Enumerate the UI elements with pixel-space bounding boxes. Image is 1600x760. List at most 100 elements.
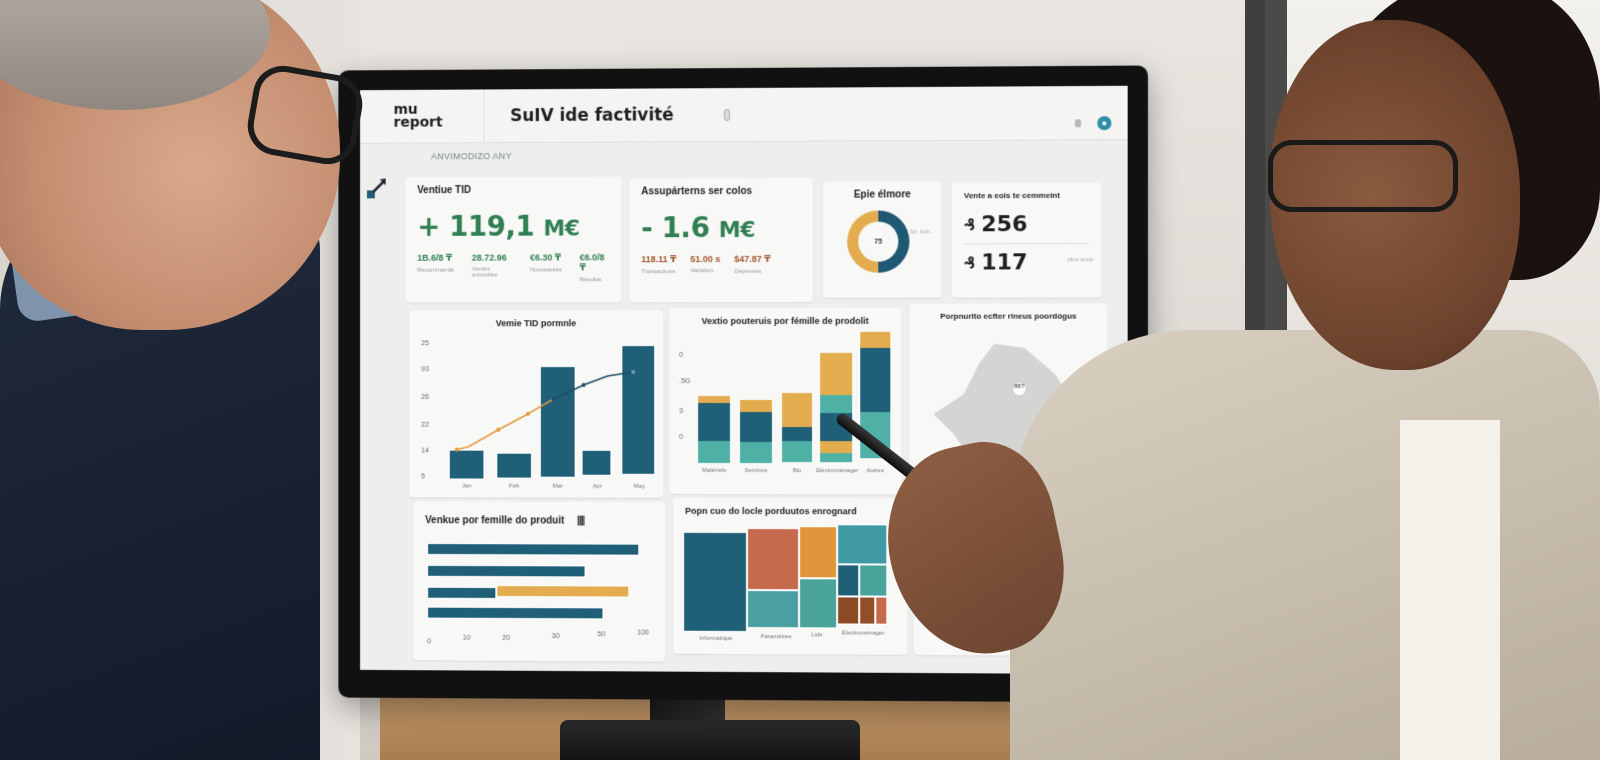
kpi-sub: €6.30 ₸ Nouveautés <box>530 252 562 283</box>
kpi-sub-value: €6.0/8 ₸ <box>579 252 605 273</box>
y-tick: 0 <box>679 433 684 441</box>
counts-card[interactable]: Vente a eois te cemmeint ₰ 256 ₰ 117 plu… <box>951 182 1102 298</box>
kpi-sub: $47.87 ₸ Dépenses <box>734 254 770 275</box>
kpi-subvalues: 118.11 ₸ Transactions 51.00 s Variation $4… <box>641 254 801 275</box>
kpi-sub-label: Transactions <box>641 269 676 276</box>
treemap-cell[interactable] <box>799 526 838 579</box>
donut-title: Epie élmore <box>853 189 911 201</box>
kpi-value: - 1.6 M€ <box>641 211 801 244</box>
treemap-cell[interactable] <box>837 596 860 625</box>
person-woman-shirt <box>1400 420 1500 760</box>
bar-segment[interactable] <box>781 441 814 463</box>
bar-segment[interactable] <box>697 402 732 441</box>
donut-card[interactable]: Epie élmore 75 Sit. Itch. <box>823 181 942 298</box>
treemap-label: Paramètres <box>760 634 792 641</box>
treemap-label: Informatique <box>699 635 733 642</box>
user-avatar-icon[interactable]: ● <box>1097 116 1112 131</box>
treemap-cell[interactable] <box>837 564 860 597</box>
stacked-family-chart[interactable]: Vextio pouteruis por fémille de prodolit… <box>669 307 902 495</box>
glasses-icon <box>1268 140 1458 212</box>
bar-segment[interactable] <box>859 331 892 348</box>
x-tick: 50 <box>597 631 606 639</box>
kpi-sub-value: €6.30 ₸ <box>529 252 561 263</box>
hbar-target[interactable] <box>496 585 630 598</box>
bar-segment[interactable] <box>697 440 732 463</box>
chart-title-row: Venkue por femille do produit |||| <box>425 515 653 527</box>
bar-segment[interactable] <box>819 395 854 414</box>
chart-title: Venkue por femille do produit <box>425 515 565 527</box>
drag-handle-icon[interactable] <box>723 108 730 121</box>
bar-segment[interactable] <box>781 393 814 428</box>
x-tick: 100 <box>637 629 649 637</box>
kpi-card-sales[interactable]: Ventiue TID + 119,1 M€ 1B.6/8 ₸ Recommand… <box>405 176 622 303</box>
kpi-sub-label: Résultat <box>579 277 602 284</box>
map-marker-label: 887 <box>1014 384 1025 391</box>
bars-icon[interactable]: |||| <box>576 515 585 527</box>
x-tick: 20 <box>502 634 510 642</box>
kpi-sub-value: 51.00 s <box>690 254 721 265</box>
notification-icon[interactable] <box>1074 119 1082 128</box>
expand-arrow-icon[interactable] <box>366 177 388 199</box>
kpi-sub: 118.11 ₸ Transactions <box>641 254 676 275</box>
donut-center-label: 75 <box>874 238 883 246</box>
person-woman-blazer <box>1010 330 1600 760</box>
currency-icon: ₰ <box>963 215 976 235</box>
x-tick: 10 <box>462 634 471 642</box>
treemap-label: Lide <box>811 632 823 639</box>
bar-segment[interactable] <box>819 441 854 454</box>
treemap-cell[interactable] <box>837 524 888 565</box>
kpi-sub: 28.72.96 Ventes annuelles <box>472 253 512 284</box>
person-woman-head <box>1270 20 1520 370</box>
hbar[interactable] <box>427 543 640 556</box>
monthly-sales-chart[interactable]: Vemie TID pormnle 25 93 26 22 14 5 Jan F… <box>409 310 664 498</box>
bar-segment[interactable] <box>739 399 774 413</box>
trend-line <box>409 310 663 498</box>
chart-title: Porpnurito ecfter rineus poordógus <box>940 311 1077 321</box>
kpi-card-variation[interactable]: Assupárterns ser colos - 1.6 M€ 118.11 ₸… <box>629 177 814 303</box>
treemap-cell[interactable] <box>859 564 888 597</box>
kpi-sub: 1B.6/8 ₸ Recommandé <box>417 253 454 284</box>
kpi-sub-value: 118.11 ₸ <box>641 254 677 265</box>
subheader: ANVIMODIZO ANY <box>431 151 512 162</box>
bar-segment[interactable] <box>781 427 814 442</box>
counts-side-label: plus sous <box>1067 257 1094 264</box>
bar-segment[interactable] <box>819 352 854 396</box>
x-label: Services <box>744 468 768 475</box>
page-title: SuIV ide factivité <box>510 104 674 126</box>
family-hbar-chart[interactable]: Venkue por femille do produit |||| 0 10 … <box>413 501 666 662</box>
app-header: mu report SuIV ide factivité ● <box>360 85 1128 144</box>
treemap-cell[interactable] <box>746 528 800 591</box>
treemap-cell[interactable] <box>875 596 888 625</box>
kpi-sub-label: Recommandé <box>417 267 455 274</box>
bar-segment[interactable] <box>697 395 732 403</box>
x-tick: 0 <box>427 638 431 646</box>
app-logo[interactable]: mu report <box>375 88 485 144</box>
x-label: Feb <box>509 483 520 490</box>
hbar[interactable] <box>427 586 497 599</box>
y-tick: 3 <box>679 407 684 415</box>
treemap-cell[interactable] <box>683 531 747 633</box>
hbar[interactable] <box>427 564 586 578</box>
header-actions: ● <box>1074 116 1112 131</box>
kpi-number: 1.6 <box>661 211 710 245</box>
kpi-sign: - <box>641 211 653 245</box>
bar-segment[interactable] <box>819 453 854 463</box>
y-tick: 0 <box>679 352 684 360</box>
bar-segment[interactable] <box>739 441 774 464</box>
product-treemap[interactable]: Popn cuo do locle porduutos enrognard In… <box>673 497 908 655</box>
kpi-sub: €6.0/8 ₸ Résultat <box>580 252 610 283</box>
kpi-number: 119,1 <box>449 209 535 243</box>
bar-segment[interactable] <box>739 411 774 443</box>
count-top-value: 256 <box>981 212 1028 238</box>
treemap-cell[interactable] <box>859 596 876 625</box>
treemap-cell[interactable] <box>799 578 838 629</box>
kpi-sign: + <box>417 210 440 243</box>
x-label: Matériels <box>701 467 727 474</box>
currency-icon: ₰ <box>963 253 976 273</box>
treemap-cell[interactable] <box>746 590 800 629</box>
x-label: Bio <box>792 468 802 475</box>
kpi-subvalues: 1B.6/8 ₸ Recommandé 28.72.96 Ventes annuel… <box>417 252 609 283</box>
bar-segment[interactable] <box>859 347 892 413</box>
divider <box>963 243 1090 245</box>
hbar[interactable] <box>427 606 604 620</box>
